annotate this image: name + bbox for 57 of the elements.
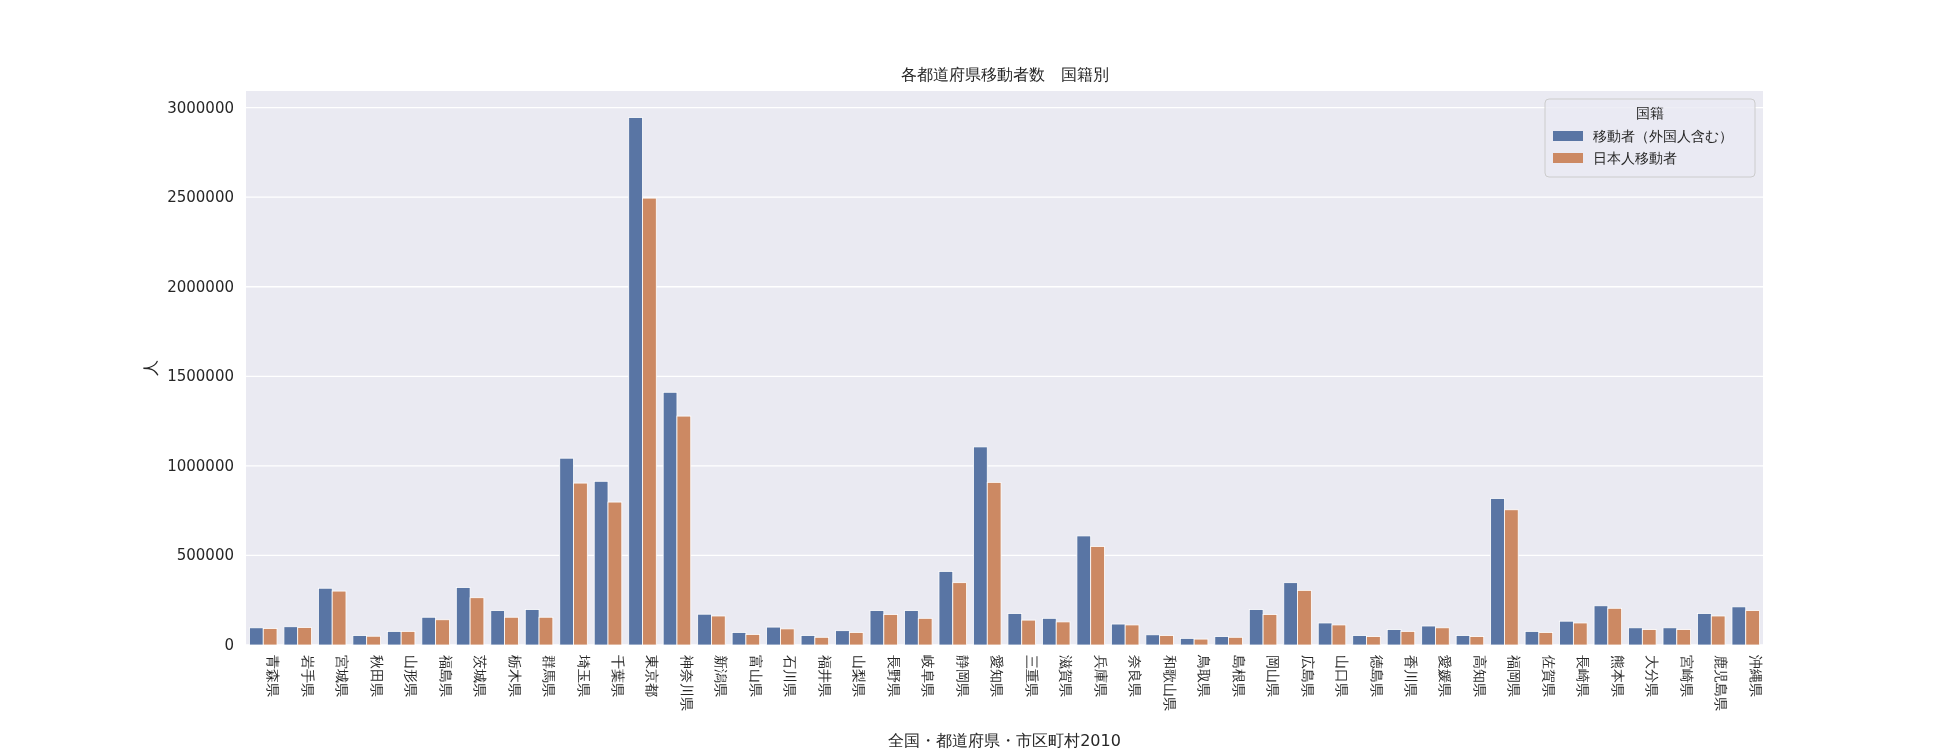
chart-title: 各都道府県移動者数 国籍別: [900, 65, 1109, 84]
x-tick-label: 鹿児島県: [1713, 655, 1730, 711]
x-tick-label: 香川県: [1402, 655, 1419, 697]
x-tick-label: 岐阜県: [920, 655, 937, 697]
x-tick-label: 福島県: [437, 655, 454, 697]
legend-title: 国籍: [1636, 105, 1664, 121]
legend-label: 日本人移動者: [1593, 150, 1677, 166]
x-tick-label: 富山県: [747, 655, 764, 697]
x-tick-label: 奈良県: [1127, 655, 1144, 697]
x-tick-label: 三重県: [1023, 655, 1040, 697]
x-tick-label: 愛媛県: [1437, 655, 1454, 697]
x-tick-label: 静岡県: [954, 655, 971, 697]
x-tick-label: 山形県: [403, 655, 420, 697]
x-tick-label: 徳島県: [1368, 655, 1385, 697]
y-tick-label: 500000: [176, 546, 234, 565]
x-tick-label: 兵庫県: [1092, 655, 1109, 697]
x-tick-label: 神奈川県: [678, 655, 695, 711]
y-tick-label: 1500000: [167, 367, 234, 386]
legend-label: 移動者（外国人含む）: [1593, 128, 1733, 144]
x-tick-label: 青森県: [265, 655, 282, 697]
x-tick-label: 千葉県: [610, 655, 627, 697]
x-tick-label: 沖縄県: [1747, 655, 1764, 697]
x-tick-label: 和歌山県: [1161, 655, 1178, 711]
x-axis-title: 全国・都道府県・市区町村2010: [888, 731, 1121, 750]
x-tick-label: 岡山県: [1265, 655, 1282, 697]
x-tick-label: 広島県: [1299, 655, 1316, 697]
x-tick-label: 宮崎県: [1678, 655, 1695, 697]
y-axis-title: 人: [141, 360, 160, 376]
x-tick-label: 岩手県: [299, 655, 316, 697]
x-tick-label: 鳥取県: [1196, 654, 1213, 697]
x-tick-label: 茨城県: [472, 655, 489, 697]
x-tick-label: 山口県: [1334, 655, 1351, 697]
x-tick-label: 石川県: [782, 655, 799, 697]
x-tick-label: 長野県: [885, 655, 902, 697]
x-tick-label: 熊本県: [1609, 655, 1626, 697]
x-tick-label: 福岡県: [1506, 655, 1523, 697]
y-tick-label: 3000000: [167, 98, 234, 117]
y-tick-label: 0: [224, 636, 234, 654]
x-tick-label: 愛知県: [989, 655, 1006, 697]
x-tick-label: 佐賀県: [1540, 655, 1557, 697]
x-tick-label: 長崎県: [1575, 655, 1592, 697]
x-tick-label: 高知県: [1471, 655, 1488, 697]
x-tick-label: 埼玉県: [575, 654, 592, 697]
y-tick-label: 2500000: [167, 188, 234, 207]
x-tick-label: 宮城県: [334, 655, 351, 697]
x-tick-label: 福井県: [816, 655, 833, 697]
y-tick-label: 1000000: [167, 456, 234, 475]
x-tick-label: 大分県: [1644, 655, 1661, 697]
x-tick-label: 新潟県: [713, 655, 730, 697]
x-tick-label: 東京都: [644, 655, 661, 697]
x-tick-label: 群馬県: [541, 655, 558, 697]
x-tick-label: 秋田県: [368, 655, 385, 697]
y-tick-label: 2000000: [167, 277, 234, 296]
x-tick-label: 島根県: [1230, 655, 1247, 697]
x-tick-label: 滋賀県: [1058, 655, 1075, 697]
x-tick-label: 山梨県: [851, 655, 868, 697]
x-tick-label: 栃木県: [506, 655, 523, 697]
